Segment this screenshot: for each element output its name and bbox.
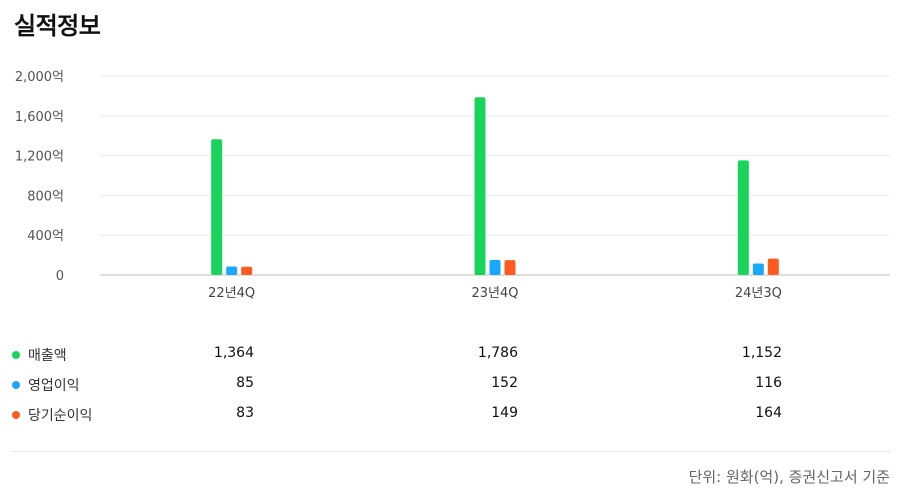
sales-dot-icon (12, 351, 20, 359)
value-net-23q4: 149 (491, 405, 518, 421)
value-op-22q4: 85 (236, 375, 254, 391)
net-dot-icon (12, 411, 20, 419)
x-tick-label: 23년4Q (471, 286, 518, 301)
x-tick-label: 24년3Q (735, 286, 782, 301)
y-tick-label: 1,200억 (15, 150, 64, 165)
legend-row-op: 영업이익 85 152 116 (0, 370, 900, 400)
y-tick-label: 0 (56, 269, 64, 284)
y-tick-label: 1,600억 (15, 110, 64, 125)
bar-op-2 (752, 263, 764, 275)
y-tick-label: 800억 (27, 189, 64, 204)
x-tick-label: 22년4Q (208, 286, 255, 301)
legend-label-op: 영업이익 (28, 378, 80, 394)
bar-op-0 (226, 266, 238, 275)
y-tick-label: 2,000억 (15, 70, 64, 85)
op-dot-icon (12, 381, 20, 389)
legend-label-net: 당기순이익 (28, 408, 93, 424)
value-op-24q3: 116 (755, 375, 782, 391)
bar-chart: 0 400억 800억 1,200억 1,600억 2,000억 22년4Q 23년4Q 24년… (15, 70, 890, 301)
page-title: 실적정보 (14, 12, 101, 40)
bar-sales-0 (211, 139, 223, 275)
bar-sales-2 (737, 160, 749, 275)
value-net-22q4: 83 (236, 405, 254, 421)
value-sales-24q3: 1,152 (741, 345, 782, 361)
unit-note: 단위: 원화(억), 증권신고서 기준 (688, 468, 890, 486)
bar-net-2 (767, 258, 779, 275)
value-net-24q3: 164 (755, 405, 782, 421)
bar-op-1 (489, 259, 501, 275)
value-op-23q4: 152 (491, 375, 518, 391)
y-tick-label: 400억 (27, 229, 64, 244)
legend-label-sales: 매출액 (28, 348, 67, 364)
legend-row-sales: 매출액 1,364 1,786 1,152 (0, 340, 900, 370)
legend-row-net: 당기순이익 83 149 164 (0, 400, 900, 430)
divider (12, 451, 890, 452)
bar-net-1 (504, 260, 516, 275)
bar-sales-1 (474, 97, 486, 275)
value-sales-22q4: 1,364 (213, 345, 254, 361)
value-sales-23q4: 1,786 (477, 345, 518, 361)
bar-net-0 (241, 266, 253, 275)
